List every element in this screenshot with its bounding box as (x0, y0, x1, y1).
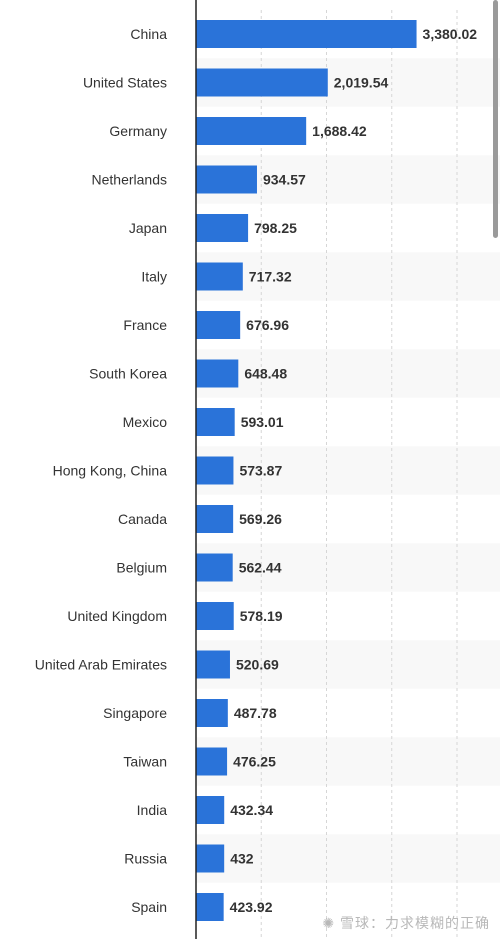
snowball-logo-icon: ✺ (322, 915, 336, 931)
bar[interactable] (196, 214, 249, 242)
value-label: 569.26 (239, 511, 282, 527)
value-label: 1,688.42 (312, 123, 367, 139)
bar[interactable] (196, 553, 233, 582)
bar[interactable] (196, 20, 417, 48)
bar[interactable] (196, 117, 307, 145)
value-label: 648.48 (244, 366, 287, 382)
value-label: 432.34 (230, 802, 273, 818)
value-label: 2,019.54 (334, 75, 389, 91)
row-band (196, 640, 500, 689)
watermark-text: 雪球：力求模糊的正确 (340, 915, 490, 931)
bar[interactable] (196, 602, 234, 630)
category-label: United States (83, 75, 167, 91)
bar[interactable] (196, 893, 224, 921)
bar[interactable] (196, 699, 228, 727)
bar[interactable] (196, 68, 328, 97)
value-label: 476.25 (233, 754, 276, 770)
value-label: 717.32 (249, 269, 292, 285)
category-labels: China United States Germany Netherlands Japa… (35, 26, 168, 915)
category-label: China (130, 26, 167, 42)
category-label: United Kingdom (67, 608, 167, 624)
category-label: Germany (109, 123, 167, 139)
category-label: Canada (118, 511, 167, 527)
category-label: Mexico (123, 414, 168, 430)
bar[interactable] (196, 262, 243, 291)
category-label: France (123, 317, 167, 333)
category-label: Russia (124, 851, 167, 867)
category-label: Taiwan (123, 754, 167, 770)
value-label: 432 (230, 851, 254, 867)
value-label: 676.96 (246, 317, 289, 333)
value-label: 423.92 (230, 899, 273, 915)
gridlines (260, 10, 458, 939)
bars (196, 20, 417, 921)
category-label: Belgium (116, 560, 167, 576)
value-label: 520.69 (236, 657, 279, 673)
value-label: 578.19 (240, 608, 283, 624)
category-label: Japan (129, 220, 167, 236)
category-label: Italy (141, 269, 167, 285)
row-band (196, 737, 500, 786)
scrollbar-thumb[interactable] (493, 0, 498, 238)
value-label: 573.87 (239, 463, 282, 479)
bar[interactable] (196, 408, 235, 436)
category-label: United Arab Emirates (35, 657, 167, 673)
category-label: South Korea (89, 366, 167, 382)
bar[interactable] (196, 650, 230, 679)
row-bands (196, 58, 500, 883)
bar[interactable] (196, 796, 225, 824)
bar[interactable] (196, 844, 225, 873)
bar[interactable] (196, 359, 239, 388)
value-label: 798.25 (254, 220, 297, 236)
row-band (196, 252, 500, 301)
value-label: 487.78 (234, 705, 277, 721)
category-label: Hong Kong, China (53, 463, 168, 479)
bar[interactable] (196, 505, 234, 533)
watermark: ✺ 雪球：力求模糊的正确 (322, 913, 490, 933)
row-band (196, 543, 500, 592)
value-label: 562.44 (239, 560, 282, 576)
value-labels: 3,380.02 2,019.54 1,688.42 934.57 798.25 717.… (230, 26, 478, 915)
category-label: Singapore (103, 705, 167, 721)
value-label: 593.01 (241, 414, 284, 430)
value-label: 934.57 (263, 172, 306, 188)
category-label: Netherlands (92, 172, 168, 188)
value-label: 3,380.02 (423, 26, 478, 42)
bar[interactable] (196, 165, 257, 194)
row-band (196, 349, 500, 398)
row-band (196, 446, 500, 495)
category-label: Spain (131, 899, 167, 915)
bar[interactable] (196, 747, 228, 776)
category-label: India (137, 802, 168, 818)
bar[interactable] (196, 456, 234, 485)
row-band (196, 834, 500, 883)
bar[interactable] (196, 311, 241, 339)
